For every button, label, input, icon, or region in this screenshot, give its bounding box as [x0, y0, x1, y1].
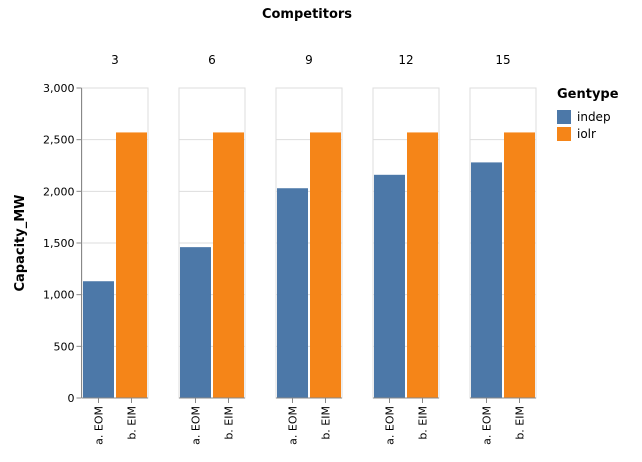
x-tick-label: a. EOM	[384, 406, 397, 445]
x-tick-label: b. EIM	[126, 406, 139, 440]
bar-indep[interactable]	[180, 247, 211, 398]
legend-title: Gentype	[557, 87, 619, 102]
bar-iolr[interactable]	[310, 132, 341, 398]
legend-swatch-iolr	[557, 127, 571, 141]
bar-indep[interactable]	[277, 188, 308, 398]
y-tick-label: 500	[54, 340, 75, 353]
x-tick-label: a. EOM	[287, 406, 300, 445]
x-tick-label: b. EIM	[320, 406, 333, 440]
legend-swatch-indep	[557, 110, 571, 124]
facet-panel: 3 a. EOM b. EIM	[81, 53, 149, 445]
legend-label: iolr	[577, 127, 596, 141]
x-tick-label: b. EIM	[514, 406, 527, 440]
y-axis-title: Capacity_MW	[13, 194, 28, 291]
y-tick-label: 1,000	[43, 289, 75, 302]
facet-label: 3	[111, 53, 119, 67]
x-tick-label: b. EIM	[223, 406, 236, 440]
x-tick-label: a. EOM	[481, 406, 494, 445]
y-tick-label: 2,000	[43, 185, 75, 198]
y-tick-label: 0	[68, 392, 75, 405]
facet-panel: 15 a. EOM b. EIM	[469, 53, 537, 445]
bar-iolr[interactable]	[116, 132, 147, 398]
y-axis: 0 500 1,000 1,500 2,000 2,500 3,000	[43, 82, 82, 405]
legend-label: indep	[577, 110, 611, 124]
x-tick-label: a. EOM	[93, 406, 106, 445]
bar-iolr[interactable]	[407, 132, 438, 398]
bar-indep[interactable]	[83, 281, 114, 398]
facet-panel: 6 a. EOM b. EIM	[178, 53, 246, 445]
facet-panel: 12 a. EOM b. EIM	[372, 53, 440, 445]
facet-label: 12	[398, 53, 413, 67]
y-tick-label: 2,500	[43, 134, 75, 147]
facet-label: 15	[495, 53, 510, 67]
facet-label: 9	[305, 53, 313, 67]
bar-iolr[interactable]	[213, 132, 244, 398]
bar-iolr[interactable]	[504, 132, 535, 398]
bar-indep[interactable]	[471, 162, 502, 398]
facet-panel: 9 a. EOM b. EIM	[275, 53, 343, 445]
y-tick-label: 3,000	[43, 82, 75, 95]
y-tick-label: 1,500	[43, 237, 75, 250]
chart-title: Competitors	[262, 7, 352, 22]
bar-indep[interactable]	[374, 174, 405, 398]
facet-label: 6	[208, 53, 216, 67]
x-tick-label: a. EOM	[190, 406, 203, 445]
legend: Gentype indep iolr	[557, 87, 619, 141]
x-tick-label: b. EIM	[417, 406, 430, 440]
